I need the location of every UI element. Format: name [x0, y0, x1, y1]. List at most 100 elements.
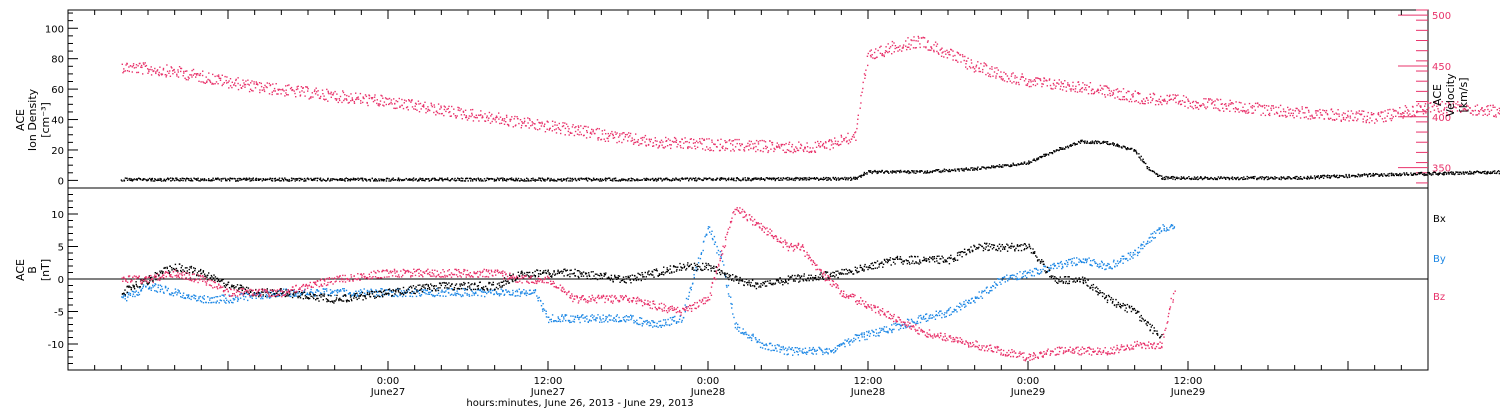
data-point: [1452, 173, 1454, 175]
data-point: [793, 178, 795, 180]
data-point: [375, 180, 377, 182]
data-point: [742, 179, 745, 181]
data-point: [1061, 148, 1063, 150]
data-point: [755, 139, 758, 142]
data-point: [308, 98, 310, 100]
data-point: [255, 179, 258, 181]
data-point: [435, 179, 437, 181]
data-point: [502, 177, 504, 179]
data-point: [237, 77, 239, 79]
data-point: [911, 39, 913, 42]
data-point: [583, 178, 586, 180]
data-point: [637, 178, 639, 181]
data-point: [1362, 121, 1364, 123]
data-point: [793, 150, 796, 152]
data-point: [1093, 92, 1095, 95]
data-point: [528, 118, 531, 120]
data-point: [744, 177, 746, 179]
data-point: [577, 129, 579, 131]
data-point: [416, 109, 418, 111]
data-point: [1058, 83, 1060, 85]
data-point: [614, 177, 617, 179]
data-point: [163, 179, 166, 181]
data-point: [502, 178, 504, 181]
data-point: [862, 81, 864, 84]
data-point: [1480, 109, 1482, 111]
data-point: [1288, 112, 1290, 114]
data-point: [695, 180, 698, 182]
data-point: [1387, 109, 1389, 111]
data-point: [1166, 101, 1169, 103]
data-point: [339, 179, 341, 181]
data-point: [1459, 105, 1461, 107]
data-point: [1201, 178, 1204, 181]
data-point: [1076, 91, 1079, 93]
data-point: [517, 179, 519, 182]
data-point: [1127, 90, 1129, 92]
data-point: [124, 177, 127, 179]
data-point: [674, 141, 676, 143]
data-point: [1184, 101, 1186, 103]
data-point: [934, 170, 937, 172]
data-point: [1367, 175, 1369, 178]
data-point: [1410, 174, 1413, 176]
data-point: [631, 139, 634, 142]
data-point: [248, 84, 250, 86]
data-point: [900, 171, 903, 173]
data-point: [515, 178, 517, 181]
data-point: [1074, 143, 1076, 145]
data-point: [285, 89, 287, 91]
data-point: [371, 98, 373, 100]
data-point: [1352, 119, 1354, 121]
data-point: [517, 177, 520, 180]
data-point: [1034, 80, 1036, 82]
data-point: [852, 134, 855, 136]
data-point: [1264, 107, 1266, 109]
data-point: [1345, 173, 1347, 176]
data-point: [855, 177, 857, 180]
data-point: [1144, 100, 1146, 102]
data-point: [421, 179, 423, 182]
data-point: [748, 145, 750, 147]
data-point: [440, 113, 442, 115]
data-point: [794, 150, 797, 153]
data-point: [700, 179, 703, 181]
data-point: [1098, 91, 1100, 94]
data-point: [980, 62, 982, 65]
data-point: [448, 179, 451, 182]
data-point: [1377, 114, 1380, 116]
data-point: [1368, 121, 1371, 124]
data-point: [1430, 174, 1433, 176]
data-point: [591, 128, 593, 131]
data-point: [215, 178, 217, 180]
data-point: [645, 177, 648, 180]
data-point: [1127, 148, 1129, 150]
data-point: [739, 145, 742, 147]
data-point: [1385, 120, 1387, 122]
data-point: [225, 178, 227, 180]
data-point: [736, 177, 738, 180]
data-point: [1061, 89, 1064, 91]
data-point: [995, 165, 997, 168]
data-point: [1150, 101, 1152, 104]
data-point: [999, 76, 1001, 78]
data-point: [1443, 174, 1445, 176]
data-point: [1448, 102, 1450, 105]
data-point: [774, 179, 777, 181]
data-point: [1487, 108, 1489, 111]
data-point: [1325, 111, 1327, 114]
data-point: [1389, 172, 1391, 175]
data-point: [558, 122, 560, 125]
data-point: [170, 180, 172, 182]
data-point: [144, 62, 146, 64]
data-point: [498, 112, 500, 114]
data-point: [834, 137, 836, 139]
data-point: [736, 142, 738, 145]
data-point: [250, 178, 252, 180]
data-point: [498, 179, 500, 182]
data-point: [1086, 142, 1088, 144]
data-point: [409, 178, 411, 180]
data-point: [684, 141, 687, 143]
data-point: [1335, 118, 1338, 120]
data-point: [893, 42, 895, 44]
